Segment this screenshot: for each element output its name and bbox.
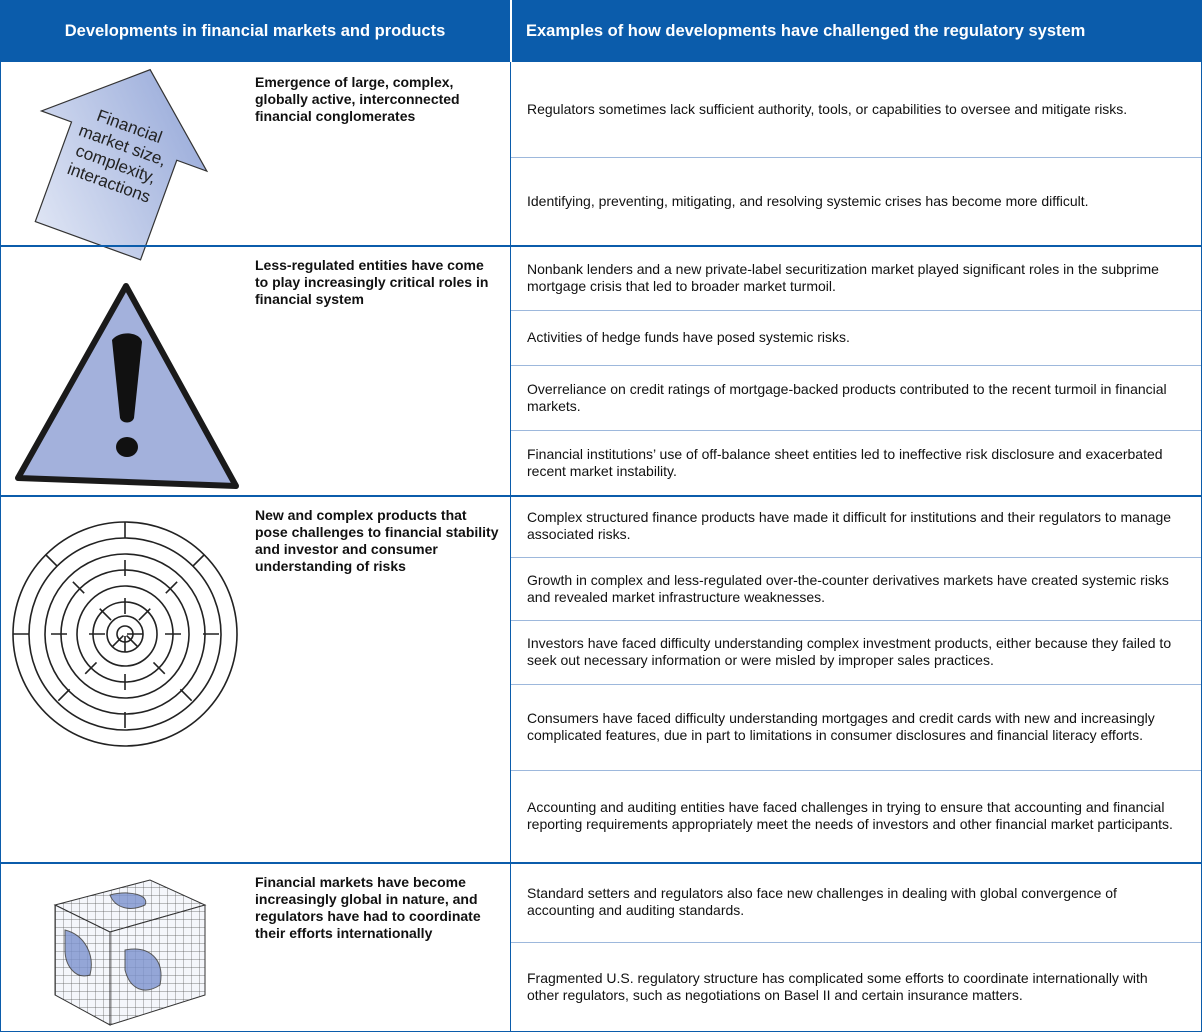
row-divider	[511, 557, 1201, 558]
example-text: Regulators sometimes lack sufficient aut…	[527, 101, 1128, 117]
row-divider	[511, 942, 1201, 943]
example-text: Activities of hedge funds have posed sys…	[527, 329, 850, 345]
column-header: Examples of how developments have challe…	[512, 0, 1202, 62]
globe-cube-icon	[53, 879, 207, 1026]
header-divider	[510, 0, 512, 62]
example-text: Standard setters and regulators also fac…	[527, 885, 1117, 918]
row-divider	[511, 684, 1201, 685]
section-divider	[0, 245, 1202, 247]
section-divider	[0, 495, 1202, 497]
maze-icon	[12, 521, 238, 747]
warning-icon	[15, 283, 239, 489]
left-border	[0, 62, 1, 1032]
development-label: Less-regulated entities have come to pla…	[255, 257, 489, 307]
column-divider	[510, 62, 511, 1032]
example-text: Identifying, preventing, mitigating, and…	[527, 192, 1089, 209]
row-divider	[511, 430, 1201, 431]
development-label: Emergence of large, complex, globally ac…	[255, 74, 460, 124]
section-divider	[0, 862, 1202, 864]
example-text: Investors have faced difficulty understa…	[527, 635, 1172, 668]
example-text: Financial institutions’ use of off-balan…	[527, 445, 1163, 479]
example-text: Nonbank lenders and a new private-label …	[527, 260, 1159, 294]
row-divider	[511, 770, 1201, 771]
row-divider	[511, 157, 1201, 158]
icons: Financial market size, complexity, inter…	[12, 68, 239, 1026]
row-divider	[511, 310, 1201, 311]
example-text: Growth in complex and less-regulated ove…	[527, 571, 1169, 605]
example-text: Fragmented U.S. regulatory structure has…	[527, 969, 1148, 1003]
column-header: Developments in financial markets and pr…	[0, 0, 510, 62]
example-text: Overreliance on credit ratings of mortga…	[527, 380, 1167, 414]
example-text: Complex structured finance products have…	[527, 509, 1172, 542]
example-text: Accounting and auditing entities have fa…	[527, 799, 1173, 832]
row-divider	[511, 620, 1201, 621]
development-label: New and complex products that pose chall…	[255, 507, 499, 574]
row-divider	[511, 365, 1201, 366]
development-label: Financial markets have become increasing…	[255, 874, 481, 941]
example-text: Consumers have faced difficulty understa…	[527, 710, 1155, 743]
arrow-icon: Financial market size, complexity, inter…	[34, 68, 209, 261]
